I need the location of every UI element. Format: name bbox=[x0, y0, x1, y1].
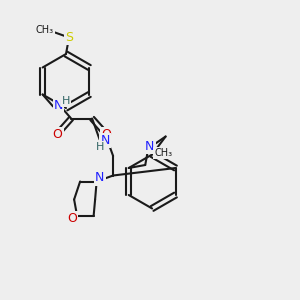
Text: N: N bbox=[145, 140, 154, 153]
Text: CH₃: CH₃ bbox=[154, 148, 172, 158]
Text: CH₃: CH₃ bbox=[36, 25, 54, 35]
Text: H: H bbox=[62, 96, 70, 106]
Text: N: N bbox=[95, 171, 104, 184]
Text: N: N bbox=[54, 98, 63, 112]
Text: S: S bbox=[65, 31, 73, 44]
Text: O: O bbox=[101, 128, 111, 141]
Text: N: N bbox=[100, 134, 110, 147]
Text: O: O bbox=[52, 128, 62, 141]
Text: H: H bbox=[96, 142, 104, 152]
Text: O: O bbox=[67, 212, 77, 225]
